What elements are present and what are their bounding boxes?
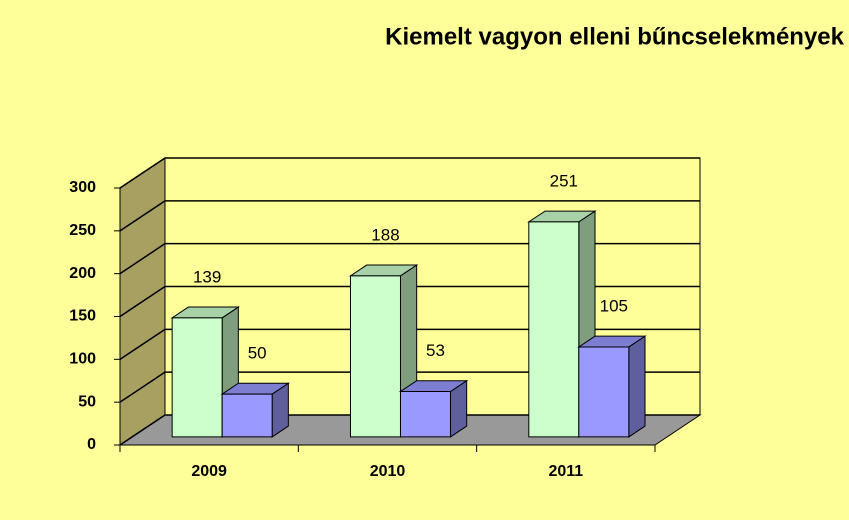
grid-line <box>119 242 700 275</box>
x-tick-label: 2009 <box>191 463 227 480</box>
value-label: 105 <box>600 296 628 315</box>
grid-line <box>119 328 700 360</box>
bar <box>220 382 291 438</box>
chart-title: Kiemelt vagyon elleni bűncselekmények <box>385 23 845 50</box>
y-tick-label: 50 <box>78 393 96 410</box>
y-tick-label: 150 <box>69 308 96 325</box>
bar <box>577 335 647 438</box>
y-tick-label: 300 <box>69 179 96 196</box>
y-tick-label: 100 <box>69 351 96 368</box>
bar-front <box>221 393 273 438</box>
x-tick-label: 2010 <box>370 463 406 480</box>
bar-front <box>171 317 223 438</box>
grid-line <box>119 371 700 403</box>
bar-front <box>399 390 451 438</box>
y-tick-label: 250 <box>69 222 96 239</box>
value-label: 139 <box>193 267 221 286</box>
value-label: 251 <box>550 171 578 190</box>
y-tick-label: 200 <box>69 265 96 282</box>
value-label: 53 <box>426 341 445 360</box>
bar-front <box>349 275 401 438</box>
grid-line <box>119 414 700 446</box>
value-label: 50 <box>248 344 267 363</box>
bar <box>398 379 469 438</box>
value-label: 188 <box>371 225 399 244</box>
y-tick-label: 0 <box>87 436 96 453</box>
bar-front <box>578 346 630 438</box>
bar-front <box>528 221 580 438</box>
bar-side <box>628 335 646 438</box>
grid-line <box>119 157 700 189</box>
grid-line <box>119 285 700 318</box>
grid-line <box>119 200 700 232</box>
x-tick-label: 2011 <box>548 463 583 480</box>
